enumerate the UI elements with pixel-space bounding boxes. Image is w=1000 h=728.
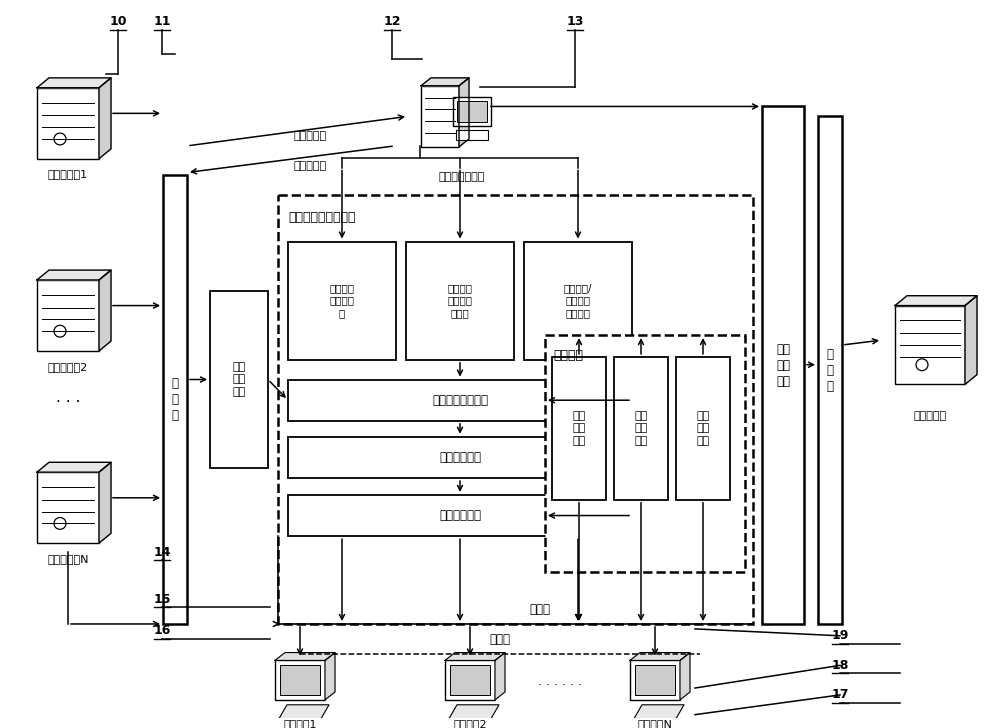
Bar [457, 100, 487, 122]
Bar [895, 306, 965, 384]
Bar [524, 242, 632, 360]
Text: 13: 13 [566, 15, 584, 28]
Bar [445, 660, 495, 700]
Text: 旋转部件/
振动信号
分析模块: 旋转部件/ 振动信号 分析模块 [564, 283, 592, 318]
Text: 应用程序服务器: 应用程序服务器 [439, 173, 485, 183]
Text: 11: 11 [153, 15, 171, 28]
Text: 数据服务器2: 数据服务器2 [48, 362, 88, 372]
Polygon shape [325, 652, 335, 700]
Text: 电脑终端N: 电脑终端N [638, 719, 672, 728]
Bar [163, 175, 187, 624]
Text: 16: 16 [153, 625, 171, 638]
Polygon shape [279, 705, 329, 719]
Bar [288, 242, 396, 360]
Text: 12: 12 [383, 15, 401, 28]
Bar [635, 665, 675, 695]
Bar [630, 660, 680, 700]
Bar [545, 335, 745, 571]
Polygon shape [99, 78, 111, 159]
Polygon shape [37, 270, 111, 280]
Bar [280, 665, 320, 695]
Polygon shape [275, 652, 335, 660]
Bar [456, 130, 488, 140]
Bar [278, 195, 753, 624]
Polygon shape [630, 652, 690, 660]
Polygon shape [634, 705, 684, 719]
Polygon shape [965, 296, 977, 384]
Text: 标准
管理
模块: 标准 管理 模块 [634, 411, 648, 446]
Text: 状态监测与故障诊断: 状态监测与故障诊断 [288, 211, 356, 224]
Polygon shape [37, 462, 111, 472]
Text: 以
太
网: 以 太 网 [172, 377, 178, 422]
Bar [37, 88, 99, 159]
Bar [288, 437, 632, 478]
Bar [552, 357, 606, 499]
Polygon shape [99, 462, 111, 543]
Bar [37, 280, 99, 351]
Text: · · · · · ·: · · · · · · [538, 678, 582, 692]
Bar [450, 665, 490, 695]
Text: 17: 17 [831, 689, 849, 702]
Text: 通道
管理
模块: 通道 管理 模块 [572, 411, 586, 446]
Text: 电脑终端2: 电脑终端2 [453, 719, 487, 728]
Text: 以
太
网: 以 太 网 [826, 348, 834, 392]
Bar [421, 86, 459, 147]
Polygon shape [459, 78, 469, 147]
Polygon shape [680, 652, 690, 700]
Text: 数据管理: 数据管理 [553, 349, 583, 362]
Bar [275, 660, 325, 700]
Bar [288, 495, 632, 537]
Text: 数据服务器1: 数据服务器1 [48, 170, 88, 180]
Text: 故障报警模块: 故障报警模块 [439, 451, 481, 464]
Text: 10: 10 [109, 15, 127, 28]
Polygon shape [445, 652, 505, 660]
Text: 电气传感
器振荡分
析模块: 电气传感 器振荡分 析模块 [448, 283, 473, 318]
Bar [614, 357, 668, 499]
Text: 以太网: 以太网 [490, 633, 511, 646]
Text: 已解析数据: 已解析数据 [293, 131, 327, 141]
Text: 电脑终端1: 电脑终端1 [283, 719, 317, 728]
Text: 数据
解析
模块: 数据 解析 模块 [232, 362, 246, 397]
Polygon shape [895, 296, 977, 306]
Polygon shape [449, 705, 499, 719]
Bar [676, 357, 730, 499]
Polygon shape [421, 78, 469, 86]
Polygon shape [37, 78, 111, 88]
Bar [453, 97, 491, 126]
Text: 伺服阀差
值分析模
块: 伺服阀差 值分析模 块 [330, 283, 354, 318]
Text: 信息综合处理模块: 信息综合处理模块 [432, 394, 488, 407]
Bar [818, 116, 842, 624]
Text: 18: 18 [831, 659, 849, 672]
Text: 15: 15 [153, 593, 171, 606]
Text: · · ·: · · · [56, 395, 80, 410]
Bar [406, 242, 514, 360]
Text: 14: 14 [153, 545, 171, 558]
Text: 管理服务器: 管理服务器 [913, 411, 947, 421]
Text: 报表
报送
模块: 报表 报送 模块 [776, 343, 790, 388]
Bar [288, 379, 632, 421]
Polygon shape [99, 270, 111, 351]
Text: 故障
反馈
模块: 故障 反馈 模块 [696, 411, 710, 446]
Text: 数据服务器N: 数据服务器N [47, 554, 89, 564]
Bar [37, 472, 99, 543]
Text: 待解析通道: 待解析通道 [293, 161, 327, 170]
Bar [210, 290, 268, 468]
Text: 19: 19 [831, 629, 849, 642]
Text: 以太网: 以太网 [530, 603, 550, 616]
Text: 监控视图模块: 监控视图模块 [439, 509, 481, 522]
Bar [762, 106, 804, 624]
Polygon shape [495, 652, 505, 700]
